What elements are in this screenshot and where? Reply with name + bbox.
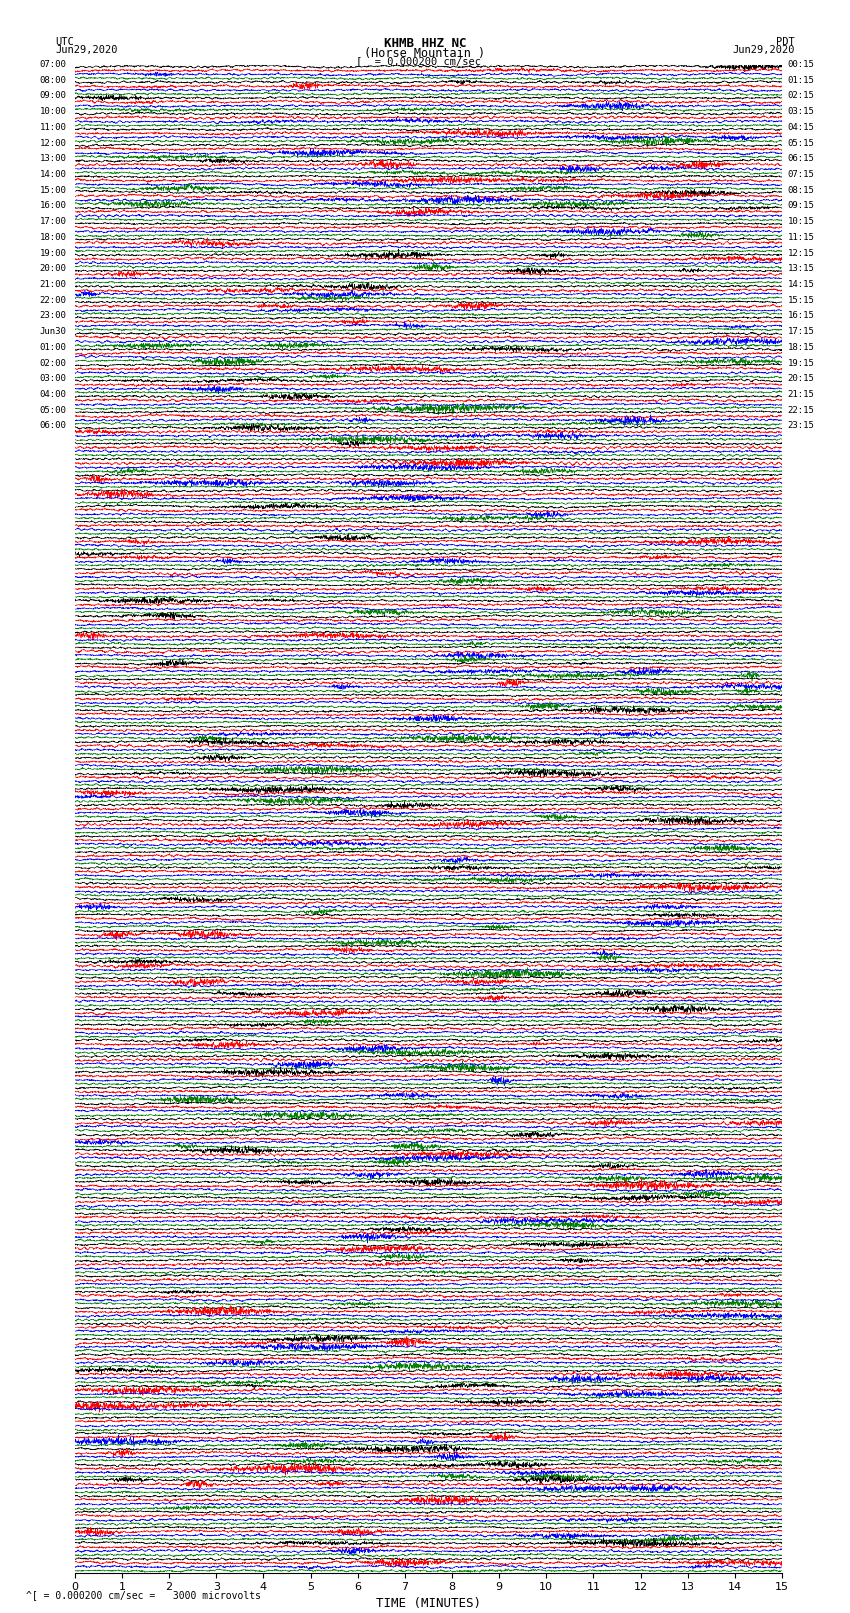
Text: 16:15: 16:15 bbox=[788, 311, 814, 321]
Text: 13:15: 13:15 bbox=[788, 265, 814, 273]
Text: 23:00: 23:00 bbox=[39, 311, 66, 321]
Text: 09:00: 09:00 bbox=[39, 92, 66, 100]
Text: 09:15: 09:15 bbox=[788, 202, 814, 210]
Text: 17:15: 17:15 bbox=[788, 327, 814, 336]
Text: 22:00: 22:00 bbox=[39, 295, 66, 305]
Text: (Horse Mountain ): (Horse Mountain ) bbox=[365, 47, 485, 60]
Text: 10:15: 10:15 bbox=[788, 218, 814, 226]
Text: 22:15: 22:15 bbox=[788, 405, 814, 415]
X-axis label: TIME (MINUTES): TIME (MINUTES) bbox=[376, 1597, 481, 1610]
Text: 20:00: 20:00 bbox=[39, 265, 66, 273]
Text: 14:00: 14:00 bbox=[39, 169, 66, 179]
Text: 02:15: 02:15 bbox=[788, 92, 814, 100]
Text: 18:00: 18:00 bbox=[39, 232, 66, 242]
Text: UTC: UTC bbox=[55, 37, 74, 47]
Text: 12:15: 12:15 bbox=[788, 248, 814, 258]
Text: 21:00: 21:00 bbox=[39, 281, 66, 289]
Text: ^[ = 0.000200 cm/sec =   3000 microvolts: ^[ = 0.000200 cm/sec = 3000 microvolts bbox=[26, 1590, 260, 1600]
Text: 21:15: 21:15 bbox=[788, 390, 814, 398]
Text: 06:15: 06:15 bbox=[788, 155, 814, 163]
Text: 19:00: 19:00 bbox=[39, 248, 66, 258]
Text: 08:15: 08:15 bbox=[788, 185, 814, 195]
Text: 20:15: 20:15 bbox=[788, 374, 814, 384]
Text: 18:15: 18:15 bbox=[788, 344, 814, 352]
Text: KHMB HHZ NC: KHMB HHZ NC bbox=[383, 37, 467, 50]
Text: 02:00: 02:00 bbox=[39, 358, 66, 368]
Text: Jun30: Jun30 bbox=[39, 327, 66, 336]
Text: Jun29,2020: Jun29,2020 bbox=[732, 45, 795, 55]
Text: 14:15: 14:15 bbox=[788, 281, 814, 289]
Text: 01:00: 01:00 bbox=[39, 344, 66, 352]
Text: 00:15: 00:15 bbox=[788, 60, 814, 69]
Text: 11:15: 11:15 bbox=[788, 232, 814, 242]
Text: 08:00: 08:00 bbox=[39, 76, 66, 85]
Text: 01:15: 01:15 bbox=[788, 76, 814, 85]
Text: 23:15: 23:15 bbox=[788, 421, 814, 431]
Text: 04:15: 04:15 bbox=[788, 123, 814, 132]
Text: 06:00: 06:00 bbox=[39, 421, 66, 431]
Text: 19:15: 19:15 bbox=[788, 358, 814, 368]
Text: 10:00: 10:00 bbox=[39, 106, 66, 116]
Text: PDT: PDT bbox=[776, 37, 795, 47]
Text: 05:00: 05:00 bbox=[39, 405, 66, 415]
Text: Jun29,2020: Jun29,2020 bbox=[55, 45, 118, 55]
Text: 15:00: 15:00 bbox=[39, 185, 66, 195]
Text: 15:15: 15:15 bbox=[788, 295, 814, 305]
Text: 11:00: 11:00 bbox=[39, 123, 66, 132]
Text: 05:15: 05:15 bbox=[788, 139, 814, 147]
Text: 12:00: 12:00 bbox=[39, 139, 66, 147]
Text: 17:00: 17:00 bbox=[39, 218, 66, 226]
Text: 16:00: 16:00 bbox=[39, 202, 66, 210]
Text: 13:00: 13:00 bbox=[39, 155, 66, 163]
Text: [  = 0.000200 cm/sec: [ = 0.000200 cm/sec bbox=[355, 56, 481, 66]
Text: 07:00: 07:00 bbox=[39, 60, 66, 69]
Text: 07:15: 07:15 bbox=[788, 169, 814, 179]
Text: 04:00: 04:00 bbox=[39, 390, 66, 398]
Text: 03:15: 03:15 bbox=[788, 106, 814, 116]
Text: 03:00: 03:00 bbox=[39, 374, 66, 384]
